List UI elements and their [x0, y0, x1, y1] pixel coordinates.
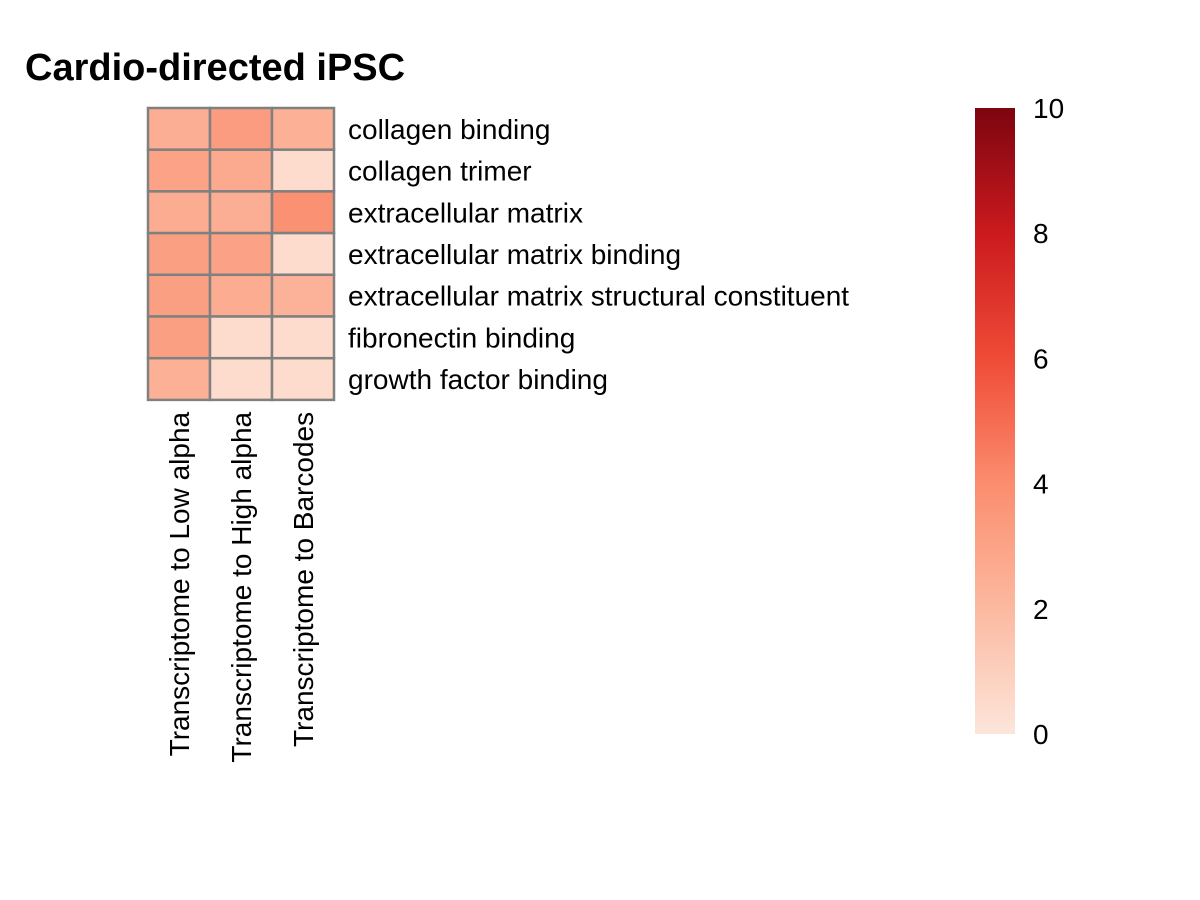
heatmap-cell: [270, 273, 336, 318]
heatmap-cell: [146, 356, 212, 402]
color-legend-bar: [975, 108, 1015, 734]
column-labels: Transcriptome to Low alpha Transcriptome …: [164, 411, 319, 762]
heatmap-cell: [208, 315, 274, 360]
row-label: extracellular matrix binding: [348, 239, 681, 270]
legend-tick-label: 2: [1033, 594, 1049, 625]
row-label: fibronectin binding: [348, 322, 575, 353]
column-label: Transcriptome to High alpha: [226, 411, 257, 762]
heatmap-cell: [146, 315, 212, 360]
heatmap-cell: [146, 273, 212, 318]
legend-tick-label: 8: [1033, 218, 1049, 249]
heatmap-cells: [146, 106, 336, 402]
heatmap-cell: [208, 106, 274, 151]
heatmap-cell: [270, 315, 336, 360]
heatmap-cell: [270, 231, 336, 277]
heatmap-cell: [270, 106, 336, 151]
heatmap-cell: [146, 106, 212, 151]
row-label: growth factor binding: [348, 364, 608, 395]
row-label: collagen binding: [348, 114, 550, 145]
legend-tick-label: 4: [1033, 469, 1049, 500]
heatmap-cell: [208, 190, 274, 235]
heatmap-cell: [270, 356, 336, 402]
heatmap-cell: [208, 148, 274, 193]
chart-title: Cardio-directed iPSC: [25, 47, 405, 89]
heatmap-cell: [208, 356, 274, 402]
row-labels: collagen binding collagen trimer extracell…: [348, 114, 849, 395]
legend-tick-label: 6: [1033, 343, 1049, 374]
heatmap-cell: [270, 190, 336, 235]
row-label: collagen trimer: [348, 156, 532, 187]
heatmap-cell: [270, 148, 336, 193]
column-label: Transcriptome to Low alpha: [164, 411, 195, 756]
heatmap-cell: [208, 231, 274, 277]
legend-tick-label: 10: [1033, 93, 1064, 124]
heatmap-cell: [146, 231, 212, 277]
row-label: extracellular matrix structural constitu…: [348, 281, 849, 312]
row-label: extracellular matrix: [348, 197, 583, 228]
heatmap-cell: [146, 190, 212, 235]
column-label: Transcriptome to Barcodes: [288, 412, 319, 747]
legend-tick-label: 0: [1033, 719, 1049, 750]
heatmap-cell: [208, 273, 274, 318]
color-legend-ticks: 0 2 4 6 8 10: [1033, 93, 1064, 750]
heatmap-cell: [146, 148, 212, 193]
